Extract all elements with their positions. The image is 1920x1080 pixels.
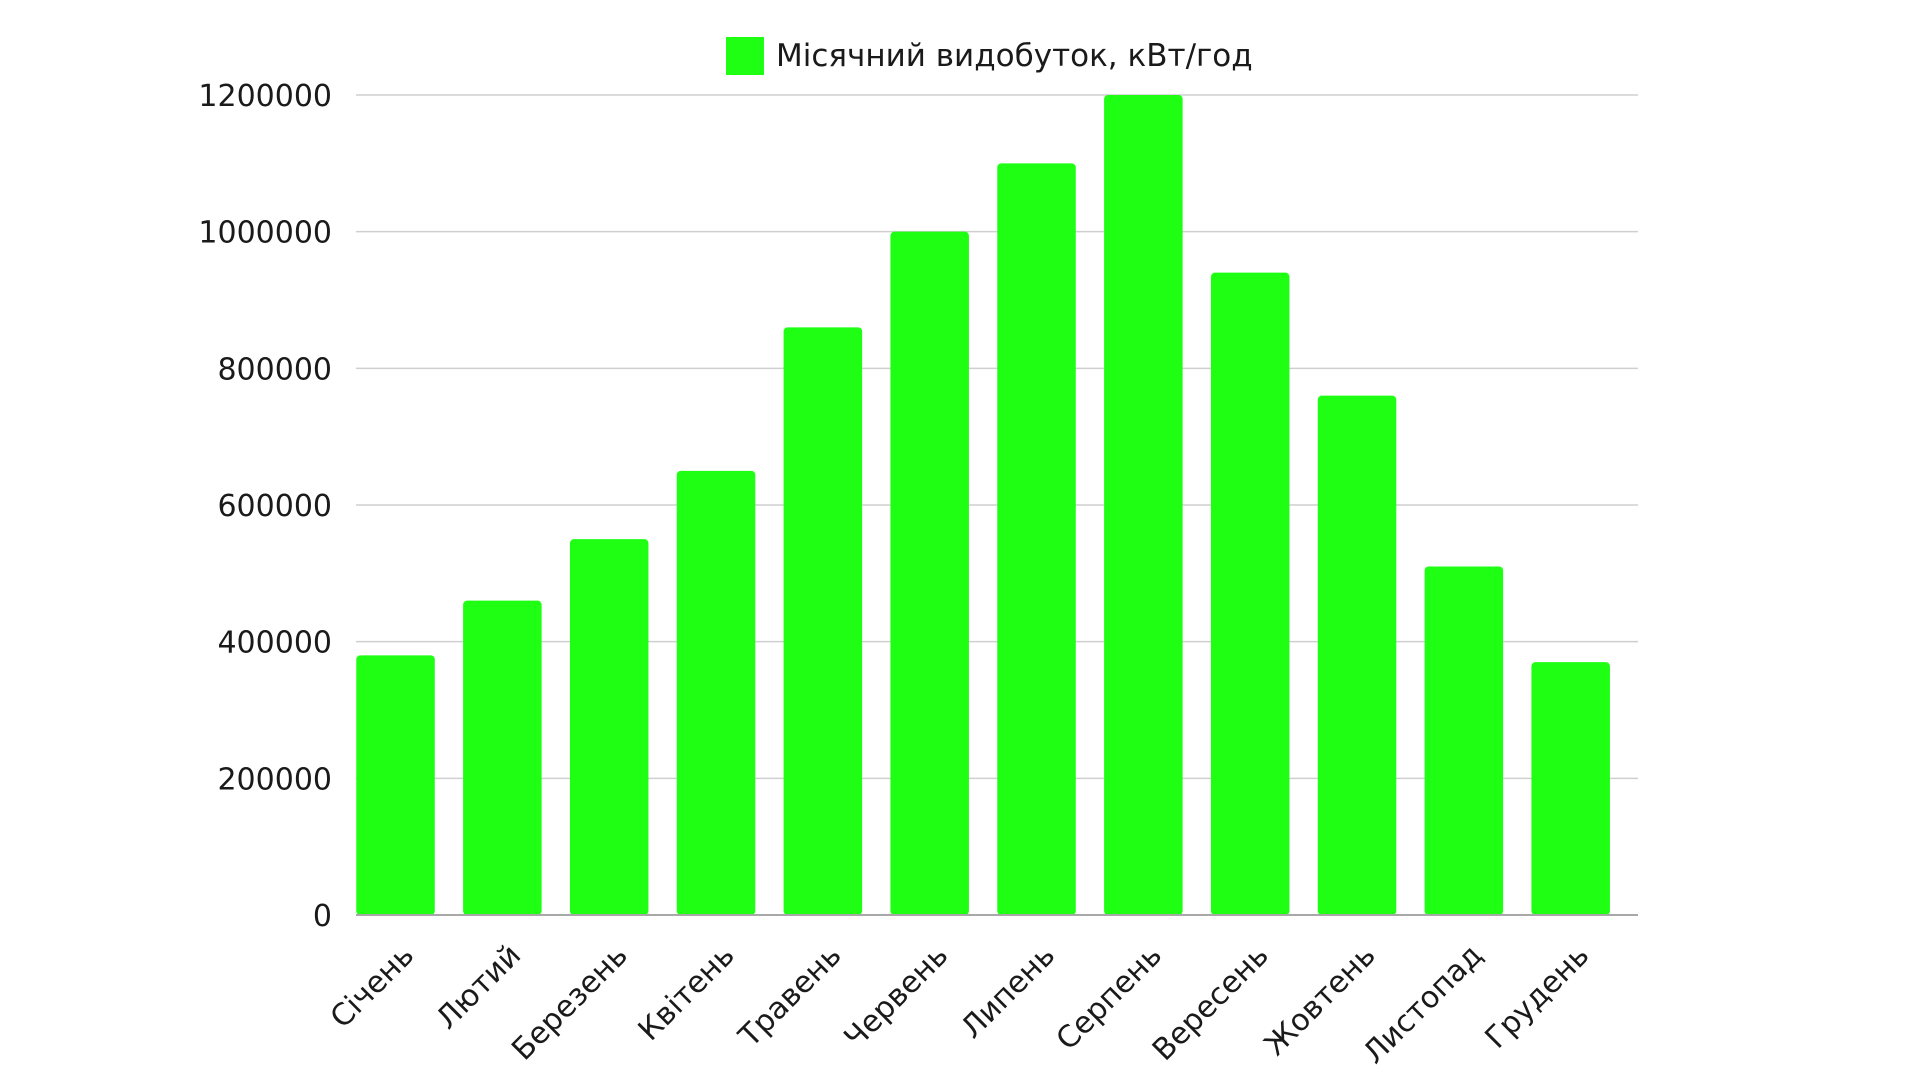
y-tick-label: 0 <box>313 899 332 934</box>
bar <box>569 539 649 915</box>
x-tick-label: Квітень <box>632 938 742 1048</box>
legend-label: Місячний видобуток, кВт/год <box>776 38 1253 74</box>
bar <box>783 327 863 916</box>
x-tick-label: Січень <box>324 938 421 1035</box>
y-tick-label: 400000 <box>217 626 332 661</box>
y-tick-label: 800000 <box>217 352 332 387</box>
bar <box>890 231 969 916</box>
x-tick-label: Лютий <box>430 938 528 1036</box>
bar <box>1424 566 1504 915</box>
y-tick-label: 1200000 <box>198 79 332 114</box>
bar <box>1531 662 1610 915</box>
bar <box>356 655 435 915</box>
y-tick-label: 1000000 <box>198 216 332 251</box>
x-tick-label: Березень <box>505 938 635 1068</box>
x-tick-label: Червень <box>838 938 956 1056</box>
y-tick-label: 600000 <box>217 489 332 524</box>
x-axis: Січень ЛютийБерезеньКвітеньТравеньЧервень… <box>324 914 1638 1071</box>
y-axis: 0 200000 400000 600000 800000 1000000 1200000 <box>198 79 332 934</box>
bar <box>1317 395 1397 915</box>
x-tick-label: Грудень <box>1479 938 1597 1056</box>
legend-swatch <box>726 37 764 75</box>
bar <box>676 470 756 915</box>
bar <box>463 600 542 915</box>
x-tick-label: Вересень <box>1146 938 1276 1068</box>
x-tick-label: Липень <box>954 938 1062 1046</box>
bar <box>997 163 1076 915</box>
bars <box>356 95 1610 916</box>
bar <box>1210 272 1290 915</box>
grid <box>356 94 1638 780</box>
bar <box>1104 95 1183 915</box>
x-tick-label: Травень <box>732 938 849 1055</box>
y-tick-label: 200000 <box>217 762 332 797</box>
legend: Місячний видобуток, кВт/год <box>726 37 1253 75</box>
